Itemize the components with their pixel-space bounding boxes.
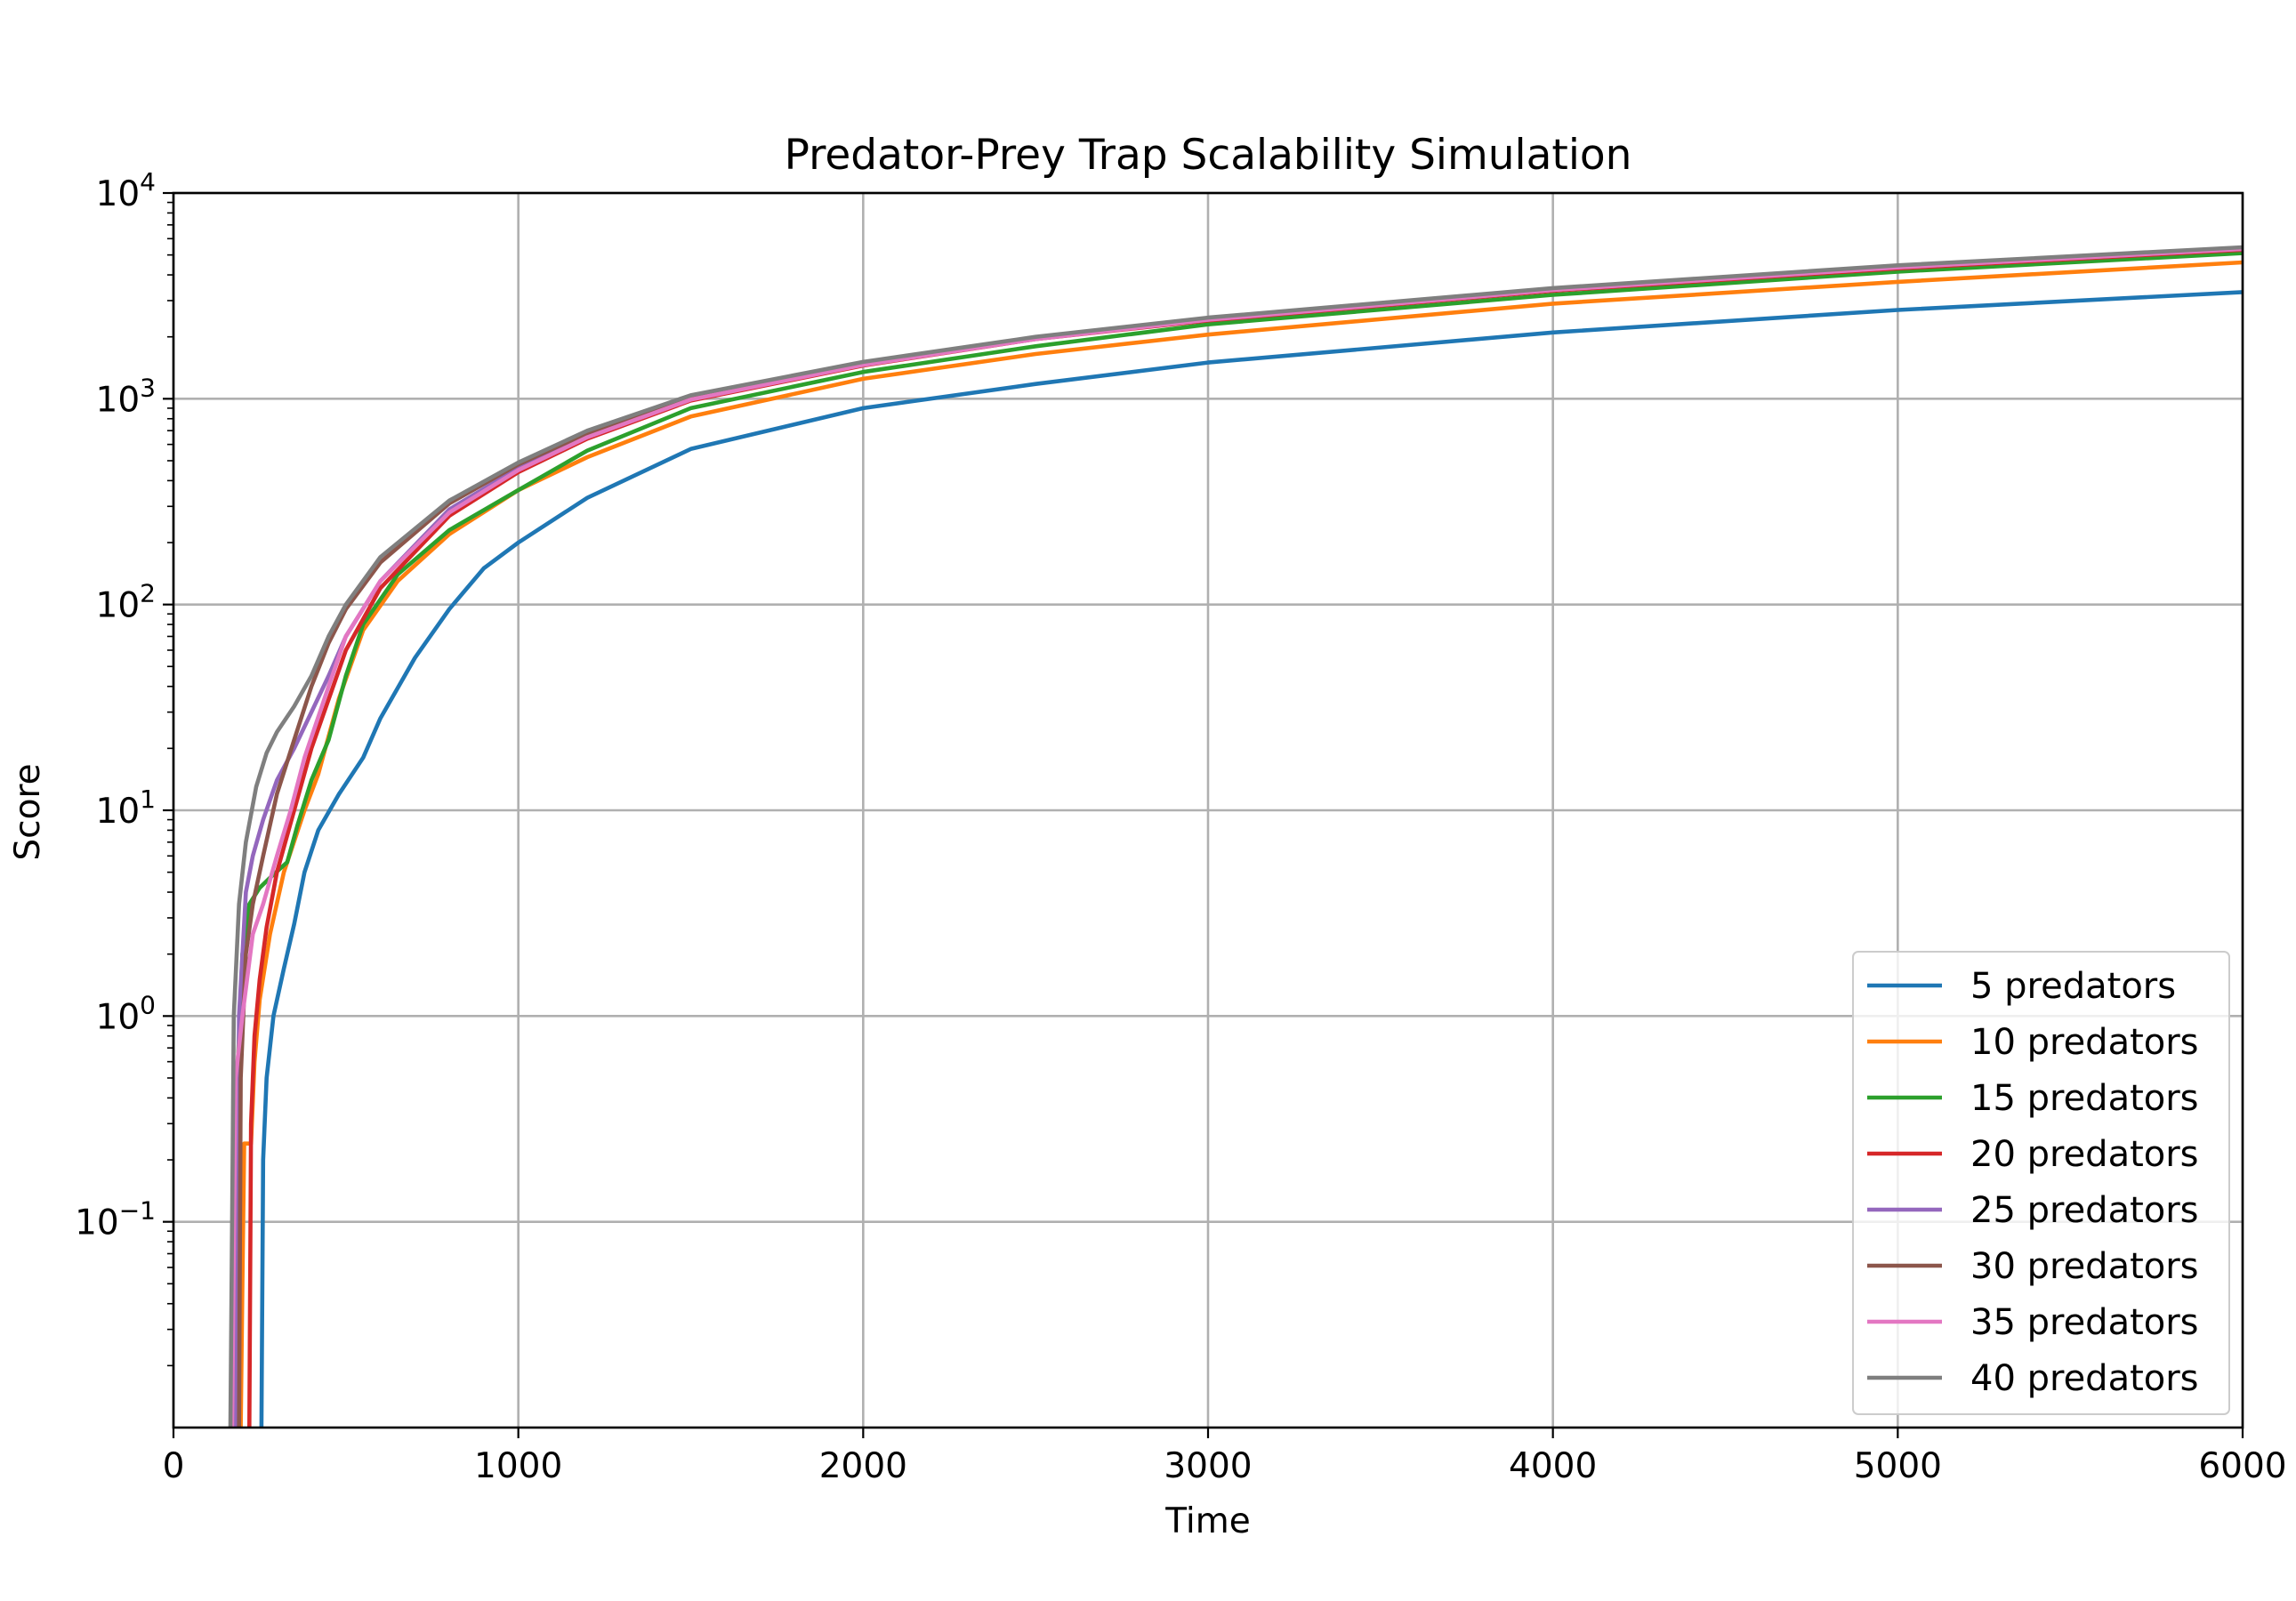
chart-title: Predator-Prey Trap Scalability Simulatio… <box>785 131 1632 180</box>
ticks: 0 1000 2000 3000 4000 5000 600010−110010110210… <box>75 167 2287 1486</box>
y-axis-label: Score <box>8 763 48 860</box>
legend-entry: 30 predators <box>1970 1246 2199 1287</box>
legend-entry: 35 predators <box>1970 1302 2199 1343</box>
x-tick-label: 4000 <box>1509 1446 1597 1486</box>
grid <box>172 191 2244 1428</box>
legend-entry: 25 predators <box>1970 1190 2199 1231</box>
legend-box <box>1852 951 2230 1415</box>
legend-entry: 15 predators <box>1970 1078 2199 1119</box>
series-group <box>228 245 2243 1428</box>
plot-area: 0 1000 2000 3000 4000 5000 600010−110010110210… <box>75 167 2287 1486</box>
series-line-8 <box>228 245 2243 1428</box>
x-tick-label: 3000 <box>1164 1446 1252 1486</box>
legend-entry: 40 predators <box>1970 1358 2199 1399</box>
legend-entry: 10 predators <box>1970 1022 2199 1063</box>
legend-entry: 20 predators <box>1970 1134 2199 1175</box>
legend-entry: 5 predators <box>1970 966 2176 1007</box>
x-axis-label: Time <box>1164 1501 1250 1541</box>
x-tick-label: 6000 <box>2198 1446 2286 1486</box>
x-tick-label: 2000 <box>819 1446 907 1486</box>
x-tick-label: 0 <box>163 1446 185 1486</box>
legend: 5 predators 10 predators 15 predators 20 pr… <box>1852 951 2230 1415</box>
x-tick-label: 1000 <box>474 1446 562 1486</box>
series-line-7 <box>230 246 2243 1428</box>
x-tick-label: 5000 <box>1854 1446 1942 1486</box>
series-line-1 <box>259 290 2243 1428</box>
